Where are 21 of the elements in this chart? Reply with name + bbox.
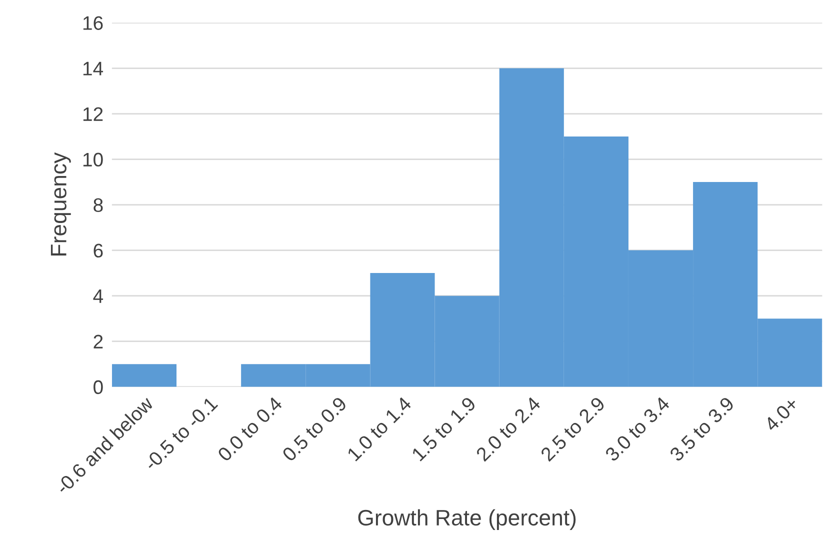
y-tick-label: 12	[83, 107, 103, 121]
y-tick-label: 4	[93, 289, 104, 303]
y-tick-label: 0	[94, 380, 103, 394]
y-tick-label: 10	[83, 152, 103, 167]
y-tick-label: 8	[94, 198, 103, 212]
x-tick-label: 4.0+	[763, 396, 800, 432]
x-tick-label: 3.5 to 3.9	[668, 396, 735, 462]
x-tick-label: 0.5 to 0.9	[281, 396, 348, 462]
y-tick-label: 14	[83, 62, 104, 76]
y-tick-label: 6	[94, 244, 103, 258]
y-tick-label: 2	[94, 334, 103, 348]
y-tick-label: 16	[83, 16, 103, 30]
x-axis-title: Growth Rate (percent)	[358, 509, 576, 530]
x-tick-label: 1.0 to 1.4	[346, 396, 412, 462]
x-tick-label: 0.0 to 0.4	[216, 396, 284, 462]
y-axis-title: Frequency	[50, 152, 71, 256]
x-tick-label: 3.0 to 3.4	[604, 396, 670, 462]
x-tick-label: 1.5 to 1.9	[411, 396, 477, 462]
x-tick-label: 2.0 to 2.4	[475, 396, 542, 462]
x-tick-label: 2.5 to 2.9	[540, 396, 606, 462]
bar	[112, 364, 176, 387]
